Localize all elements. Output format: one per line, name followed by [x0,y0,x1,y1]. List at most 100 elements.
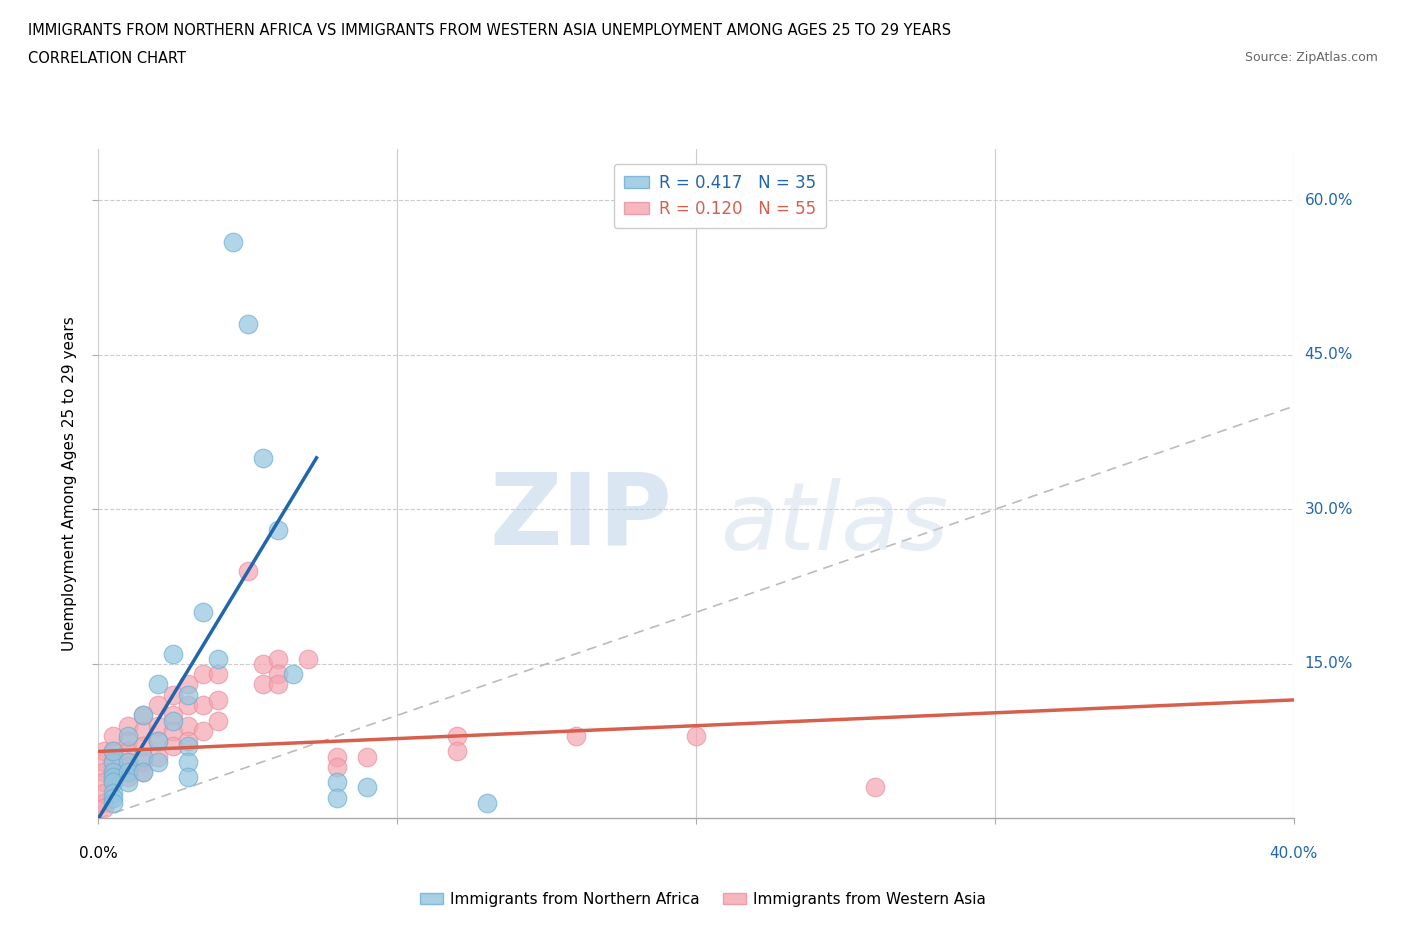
Point [103,744,125,759]
Point [148,698,170,712]
Point [356,780,378,795]
Legend: R = 0.417   N = 35, R = 0.120   N = 55: R = 0.417 N = 35, R = 0.120 N = 55 [614,164,825,228]
Point [117,754,139,769]
Point [93,785,115,800]
Point [132,724,155,738]
Point [191,698,214,712]
Point [326,760,349,775]
Point [326,775,349,790]
Point [162,646,184,661]
Point [326,790,349,805]
Point [132,764,155,779]
Point [93,801,115,816]
Point [207,693,229,708]
Point [446,744,468,759]
Point [103,744,125,759]
Point [207,667,229,682]
Point [475,795,498,810]
Point [132,708,155,723]
Point [93,775,115,790]
Point [446,728,468,743]
Point [177,770,200,785]
Point [103,728,125,743]
Point [117,775,139,790]
Point [117,718,139,733]
Legend: Immigrants from Northern Africa, Immigrants from Western Asia: Immigrants from Northern Africa, Immigra… [413,886,993,913]
Point [162,687,184,702]
Point [132,708,155,723]
Text: 60.0%: 60.0% [1305,193,1353,207]
Point [191,724,214,738]
Point [103,790,125,805]
Point [565,728,588,743]
Point [132,754,155,769]
Point [177,738,200,753]
Point [117,770,139,785]
Point [222,234,245,249]
Point [191,667,214,682]
Text: atlas: atlas [720,478,948,569]
Point [93,744,115,759]
Point [207,651,229,666]
Point [177,677,200,692]
Point [93,795,115,810]
Point [117,764,139,779]
Point [103,785,125,800]
Point [103,770,125,785]
Point [103,795,125,810]
Point [117,734,139,749]
Point [267,651,290,666]
Point [177,718,200,733]
Point [177,687,200,702]
Point [117,744,139,759]
Point [103,775,125,790]
Point [132,738,155,753]
Point [103,754,125,769]
Point [267,677,290,692]
Point [177,698,200,712]
Text: ZIP: ZIP [489,469,672,565]
Point [148,677,170,692]
Point [132,750,155,764]
Point [267,667,290,682]
Text: CORRELATION CHART: CORRELATION CHART [28,51,186,66]
Point [267,523,290,538]
Point [103,764,125,779]
Point [162,738,184,753]
Point [93,754,115,769]
Point [103,775,125,790]
Text: 30.0%: 30.0% [1305,502,1353,517]
Point [117,754,139,769]
Point [252,677,274,692]
Point [148,750,170,764]
Point [326,750,349,764]
Point [148,734,170,749]
Point [252,450,274,465]
Point [103,754,125,769]
Point [865,780,887,795]
Point [191,604,214,619]
Point [236,316,259,331]
Point [162,713,184,728]
Text: 15.0%: 15.0% [1305,657,1353,671]
Point [177,734,200,749]
Point [103,764,125,779]
Point [148,734,170,749]
Text: 0.0%: 0.0% [79,846,118,861]
Point [207,713,229,728]
Point [252,657,274,671]
Point [148,718,170,733]
Text: 40.0%: 40.0% [1270,846,1317,861]
Point [177,754,200,769]
Point [162,724,184,738]
Point [93,764,115,779]
Text: 45.0%: 45.0% [1305,347,1353,363]
Point [281,667,304,682]
Y-axis label: Unemployment Among Ages 25 to 29 years: Unemployment Among Ages 25 to 29 years [62,316,77,651]
Point [236,564,259,578]
Point [685,728,707,743]
Point [297,651,319,666]
Text: Source: ZipAtlas.com: Source: ZipAtlas.com [1244,51,1378,64]
Point [356,750,378,764]
Point [148,754,170,769]
